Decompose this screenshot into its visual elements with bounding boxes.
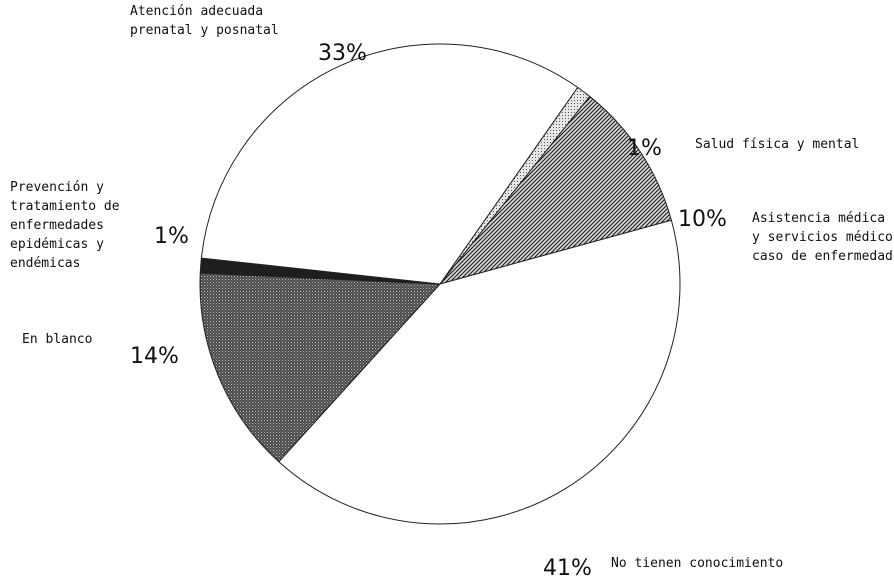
slice-percent-label: 1% <box>154 224 189 249</box>
slice-category-label: Salud física y mental <box>695 137 859 152</box>
pie-slices <box>200 44 680 524</box>
slice-category-label: Atención adecuada prenatal y posnatal <box>130 4 279 38</box>
slice-category-label: En blanco <box>22 332 92 347</box>
slice-percent-label: 10% <box>678 207 727 232</box>
slice-percent-label: 33% <box>318 41 367 66</box>
slice-category-label: Asistencia médica y servicios médicos caso… <box>752 211 894 264</box>
slice-category-label: No tienen conocimiento <box>611 556 783 571</box>
slice-category-label: Prevención y tratamiento de enfermedades ep… <box>10 180 120 271</box>
slice-percent-label: 1% <box>627 136 662 161</box>
slice-percent-label: 41% <box>543 556 592 581</box>
slice-percent-label: 14% <box>130 344 179 369</box>
